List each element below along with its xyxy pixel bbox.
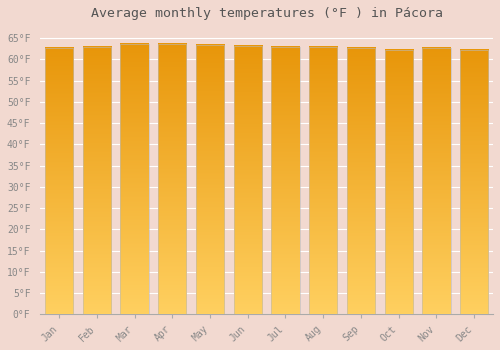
Bar [45,48,73,315]
Bar [309,47,338,315]
Bar [82,47,111,315]
Bar [272,47,299,315]
Bar [120,44,148,315]
Bar [196,45,224,315]
Bar [347,48,375,315]
Bar [422,48,450,315]
Bar [460,50,488,315]
Bar [120,44,148,315]
Bar [234,46,262,315]
Bar [384,50,413,315]
Title: Average monthly temperatures (°F ) in Pácora: Average monthly temperatures (°F ) in Pá… [90,7,442,20]
Bar [422,48,450,315]
Bar [272,47,299,315]
Bar [460,50,488,315]
Bar [384,50,413,315]
Bar [82,47,111,315]
Bar [158,43,186,315]
Bar [234,46,262,315]
Bar [158,43,186,315]
Bar [309,47,338,315]
Bar [347,48,375,315]
Bar [45,48,73,315]
Bar [196,45,224,315]
